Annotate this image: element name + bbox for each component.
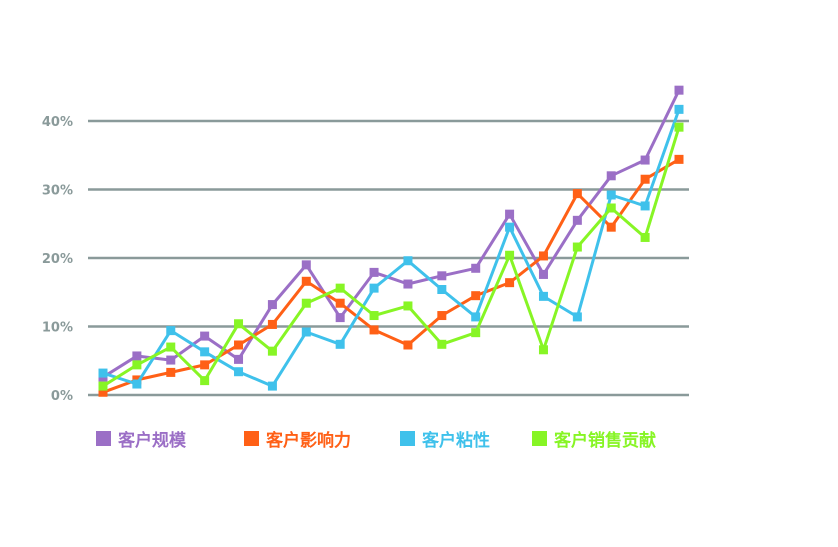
data-point xyxy=(166,326,176,336)
data-point xyxy=(98,381,108,391)
data-point xyxy=(471,263,481,273)
data-point xyxy=(234,367,244,377)
series-line xyxy=(102,126,681,388)
data-point xyxy=(640,201,650,211)
legend-swatch xyxy=(532,430,547,446)
data-point xyxy=(538,251,548,261)
data-point xyxy=(606,222,616,232)
data-point xyxy=(200,347,210,357)
data-point xyxy=(572,215,582,225)
series-layer xyxy=(98,85,684,397)
data-point xyxy=(437,339,447,349)
data-point xyxy=(335,313,345,323)
data-point xyxy=(166,367,176,377)
data-point xyxy=(369,267,379,277)
y-tick-label: 40% xyxy=(42,115,73,130)
data-point xyxy=(538,345,548,355)
data-point xyxy=(437,271,447,281)
series-line xyxy=(102,89,681,379)
data-point xyxy=(234,354,244,364)
data-point xyxy=(606,171,616,181)
data-point xyxy=(505,250,515,260)
data-point xyxy=(301,327,311,337)
y-tick-label: 30% xyxy=(42,184,73,199)
data-point xyxy=(505,222,515,232)
data-point xyxy=(335,298,345,308)
data-point xyxy=(471,328,481,338)
data-point xyxy=(166,342,176,352)
data-point xyxy=(572,189,582,199)
y-tick-label: 10% xyxy=(42,321,73,336)
data-point xyxy=(471,291,481,301)
y-tick-label: 20% xyxy=(42,252,73,267)
data-point xyxy=(471,312,481,322)
data-point xyxy=(606,203,616,213)
y-tick-label: 0% xyxy=(51,389,73,404)
data-point xyxy=(369,311,379,321)
data-point xyxy=(132,360,142,370)
data-point xyxy=(572,312,582,322)
data-point xyxy=(234,319,244,329)
data-point xyxy=(301,276,311,286)
series-line xyxy=(102,158,680,394)
data-point xyxy=(538,269,548,279)
legend-swatch xyxy=(400,430,415,446)
data-point xyxy=(335,283,345,293)
data-point xyxy=(267,300,277,310)
data-point xyxy=(267,346,277,356)
data-point xyxy=(403,279,413,289)
data-point xyxy=(200,331,210,341)
data-point xyxy=(505,278,515,288)
data-point xyxy=(640,232,650,242)
data-point xyxy=(132,351,142,361)
legend-label: 客户销售贡献 xyxy=(554,430,656,451)
data-point xyxy=(606,190,616,200)
data-point xyxy=(98,368,108,378)
grid-lines xyxy=(88,119,689,397)
data-point xyxy=(437,285,447,295)
legend-swatch xyxy=(244,430,259,446)
series-line xyxy=(102,108,681,388)
legend-item-2[interactable]: 客户粘性 xyxy=(400,426,490,451)
legend-label: 客户规模 xyxy=(118,430,186,451)
data-point xyxy=(403,301,413,311)
legend-label: 客户影响力 xyxy=(266,430,351,451)
data-point xyxy=(98,387,108,397)
data-point xyxy=(674,154,684,164)
data-point xyxy=(674,85,684,95)
data-point xyxy=(369,283,379,293)
data-point xyxy=(640,155,650,165)
data-point xyxy=(674,122,684,132)
data-point xyxy=(640,174,650,184)
legend-label: 客户粘性 xyxy=(422,430,490,451)
data-point xyxy=(200,360,210,370)
data-point xyxy=(369,325,379,335)
data-point xyxy=(505,209,515,219)
data-point xyxy=(403,340,413,350)
data-point xyxy=(301,298,311,308)
data-point xyxy=(234,340,244,350)
legend-swatch xyxy=(96,430,111,446)
data-point xyxy=(403,256,413,266)
data-point xyxy=(674,104,684,114)
data-point xyxy=(267,319,277,329)
data-point xyxy=(572,242,582,252)
legend-item-0[interactable]: 客户规模 xyxy=(96,426,186,451)
series-3 xyxy=(98,122,684,391)
legend: 客户规模 客户影响力 客户粘性 客户销售贡献 xyxy=(96,426,716,451)
data-point xyxy=(437,311,447,321)
legend-item-3[interactable]: 客户销售贡献 xyxy=(532,426,656,451)
data-point xyxy=(267,381,277,391)
data-point xyxy=(132,379,142,389)
data-point xyxy=(166,355,176,365)
legend-item-1[interactable]: 客户影响力 xyxy=(244,426,351,451)
data-point xyxy=(301,260,311,270)
data-point xyxy=(538,291,548,301)
series-2 xyxy=(98,104,684,391)
y-axis-ticks: 0% 10% 20% 30% 40% xyxy=(42,115,73,404)
data-point xyxy=(335,339,345,349)
data-point xyxy=(200,376,210,386)
